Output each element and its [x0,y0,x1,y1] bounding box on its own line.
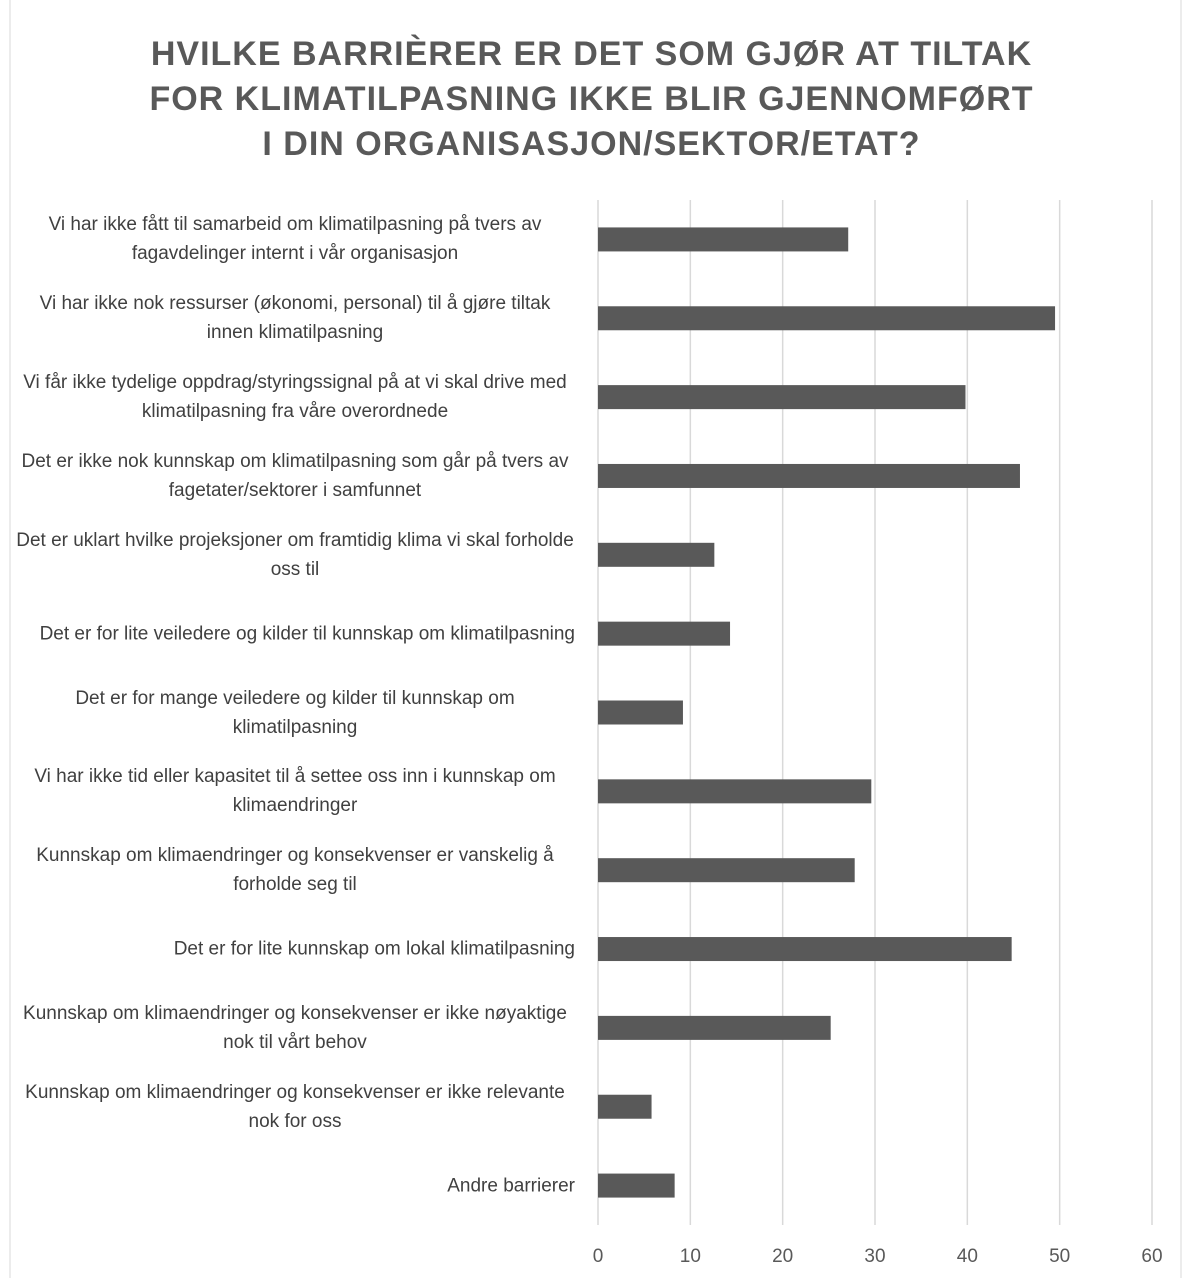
bar [598,306,1056,331]
bar [598,542,715,567]
x-tick-label: 30 [864,1246,885,1267]
x-tick-label: 40 [957,1246,978,1267]
x-tick-label: 0 [593,1246,604,1267]
y-tick-label: Vi har ikke nok ressurser (økonomi, pers… [39,293,551,344]
y-tick-label: Andre barrierer [447,1175,575,1197]
bar [598,1094,652,1119]
y-tick-label: Det er for lite kunnskap om lokal klimat… [173,938,575,960]
y-tick-label: Kunnskap om klimaendringer og konsekvens… [25,1081,565,1132]
y-tick-label: Det er ikke nok kunnskap om klimatilpasn… [21,450,569,501]
chart-title: HVILKE BARRIÈRER ER DET SOM GJØR AT TILT… [149,35,1034,163]
bar [598,227,849,252]
x-tick-label: 60 [1141,1246,1162,1267]
bar [598,700,683,725]
bar [598,937,1012,962]
y-tick-label: Det er for lite veiledere og kilder til … [39,623,575,645]
y-tick-label: Vi får ikke tydelige oppdrag/styringssig… [23,372,567,423]
bar [598,463,1020,488]
bar [598,1173,675,1198]
bar [598,385,966,410]
bar [598,858,855,883]
x-tick-label: 20 [772,1246,793,1267]
y-tick-label: Det er uklart hvilke projeksjoner om fra… [16,529,574,580]
y-tick-label: Vi har ikke tid eller kapasitet til å se… [34,766,556,817]
x-tick-label: 10 [680,1246,701,1267]
bar [598,621,731,646]
y-tick-label: Det er for mange veiledere og kilder til… [75,687,515,738]
bar [598,1015,831,1040]
y-tick-label: Kunnskap om klimaendringer og konsekvens… [23,1002,567,1053]
x-tick-label: 50 [1049,1246,1070,1267]
bar [598,779,872,804]
y-tick-label: Kunnskap om klimaendringer og konsekvens… [36,845,554,896]
y-tick-label: Vi har ikke fått til samarbeid om klimat… [48,214,542,265]
chart-border [9,0,1182,1278]
